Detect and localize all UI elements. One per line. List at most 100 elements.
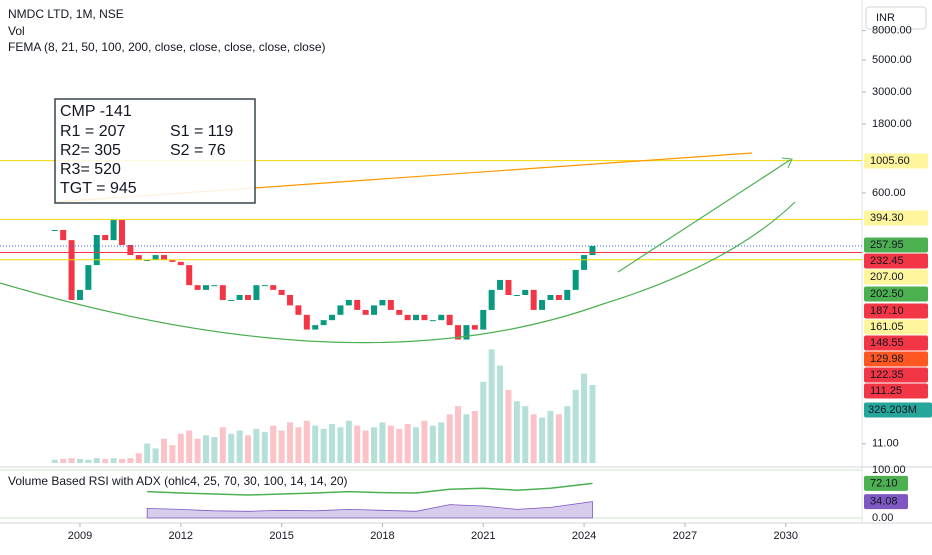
- volume-bar: [396, 428, 403, 463]
- annotation-text: CMP -141: [60, 103, 132, 120]
- price-badge-label: 148.55: [870, 337, 904, 349]
- volume-bar: [505, 389, 512, 463]
- volume-bar: [68, 458, 75, 463]
- price-badge: [864, 210, 928, 226]
- candle: [85, 265, 92, 290]
- arrow-head: [781, 157, 793, 169]
- volume-bar: [160, 438, 167, 463]
- candle: [60, 229, 67, 241]
- candle: [539, 299, 546, 310]
- candle: [320, 320, 327, 326]
- candle: [438, 314, 445, 321]
- y-tick-label: 5000.00: [872, 54, 912, 66]
- volume-bar: [404, 424, 411, 463]
- volume-bar: [354, 425, 361, 463]
- volume-bar: [169, 445, 176, 463]
- y-tick-label: 3000.00: [872, 86, 912, 98]
- candle: [236, 294, 243, 300]
- candle: [362, 309, 369, 315]
- candle: [396, 309, 403, 315]
- candle: [354, 299, 361, 310]
- candle: [245, 294, 252, 300]
- volume-bar: [429, 425, 436, 463]
- rsi-badge: [864, 494, 908, 510]
- x-tick-label: 2021: [471, 530, 495, 542]
- candle: [203, 285, 210, 290]
- volume-bar: [379, 422, 386, 463]
- volume-bar: [413, 427, 420, 463]
- candle: [455, 325, 462, 340]
- price-badge-label: 1005.60: [870, 155, 910, 167]
- volume-bar: [177, 433, 184, 463]
- candle: [547, 294, 554, 300]
- volume-bar: [135, 453, 142, 463]
- volume-bar: [219, 427, 226, 463]
- volume-bar: [312, 425, 319, 463]
- volume-bar: [118, 458, 125, 463]
- price-badge: [864, 153, 928, 169]
- candle: [270, 285, 277, 290]
- volume-bar: [446, 414, 453, 463]
- volume-bar: [572, 389, 579, 463]
- candle: [589, 245, 596, 256]
- volume-bar: [93, 458, 100, 463]
- volume-bar: [488, 349, 495, 463]
- volume-bar: [480, 381, 487, 463]
- candle: [93, 235, 100, 266]
- volume-bar: [371, 427, 378, 463]
- candle: [345, 299, 352, 306]
- volume-bar: [555, 414, 562, 463]
- arc-drawing: [0, 282, 601, 344]
- volume-bar: [497, 365, 504, 463]
- candle: [303, 314, 310, 330]
- volume-bar: [530, 414, 537, 463]
- volume-bar: [278, 430, 285, 463]
- candle: [446, 314, 453, 326]
- volume-bar: [186, 430, 193, 463]
- currency-label[interactable]: INR: [876, 12, 895, 24]
- candle: [581, 255, 588, 270]
- annotation-text: TGT = 945: [60, 180, 137, 197]
- currency-button[interactable]: [865, 6, 927, 30]
- volume-bar: [295, 427, 302, 463]
- volume-bar: [203, 435, 210, 463]
- candle: [522, 289, 529, 295]
- candle: [471, 325, 478, 330]
- volume-bar: [211, 437, 218, 463]
- price-badge: [864, 383, 928, 399]
- candle: [413, 314, 420, 321]
- volume-bar: [127, 458, 134, 463]
- candle: [118, 220, 125, 245]
- annotation-text: R2= 305: [60, 142, 121, 159]
- x-tick-label: 2018: [370, 530, 394, 542]
- candle: [287, 294, 294, 306]
- candle: [110, 220, 117, 241]
- price-badge-label: 232.45: [870, 255, 904, 267]
- x-tick-label: 2027: [673, 530, 697, 542]
- candle: [228, 299, 235, 301]
- candle: [160, 255, 167, 261]
- price-badge: [864, 303, 928, 319]
- price-badge-label: 257.95: [870, 239, 904, 251]
- price-badge: [864, 286, 928, 302]
- volume-bar: [85, 459, 92, 463]
- volume-bar: [387, 425, 394, 463]
- y-tick-label: 1800.00: [872, 118, 912, 130]
- volume-bar: [463, 414, 470, 463]
- volume-bar: [236, 430, 243, 463]
- arrow-drawing: [617, 159, 791, 273]
- volume-bar: [320, 428, 327, 463]
- candle: [379, 299, 386, 306]
- price-badge: [864, 269, 928, 285]
- y-tick-label: 600.00: [872, 187, 906, 199]
- candle: [261, 285, 268, 287]
- candle: [555, 294, 562, 300]
- chart-title: NMDC LTD, 1M, NSE: [8, 7, 124, 21]
- candle: [513, 294, 520, 296]
- price-badge-label: 207.00: [870, 271, 904, 283]
- candle: [68, 240, 75, 300]
- annotation-box: [54, 98, 256, 204]
- candle: [177, 261, 184, 266]
- indicator-label: Vol: [8, 24, 25, 38]
- plot: [0, 160, 862, 463]
